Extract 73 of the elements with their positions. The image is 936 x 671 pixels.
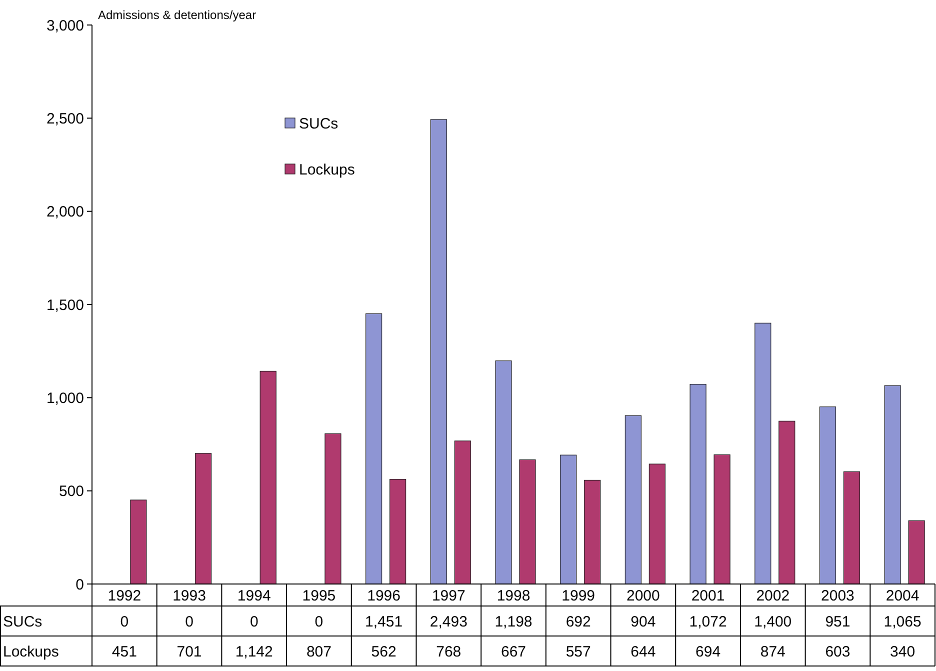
x-tick-label: 2000 [626, 587, 660, 604]
y-tick-label: 1,000 [46, 390, 84, 407]
data-label: 692 [566, 613, 591, 630]
y-axis-title: Admissions & detentions/year [98, 8, 256, 22]
bar [648, 464, 666, 584]
bar [260, 370, 276, 584]
bar [430, 119, 447, 584]
bar [560, 454, 577, 584]
x-tick-label: 2002 [756, 587, 790, 604]
x-tick-label: 2001 [691, 587, 725, 604]
data-label: 0 [314, 613, 324, 630]
data-label: 2,493 [430, 613, 468, 630]
bar [366, 313, 382, 584]
data-label: 807 [306, 643, 332, 660]
y-tick-label: 0 [76, 576, 84, 594]
data-label: 1,400 [754, 613, 792, 630]
bar [454, 440, 471, 584]
x-tick-label: 1992 [108, 587, 142, 604]
y-tick-label: 3,000 [46, 17, 84, 34]
data-label: 701 [176, 643, 202, 660]
legend-label: Lockups [299, 161, 355, 178]
bar [690, 384, 706, 584]
bar [519, 459, 536, 584]
data-label: 667 [500, 643, 526, 660]
x-tick-label: 2004 [886, 587, 920, 604]
data-label: 0 [185, 613, 194, 630]
bar [908, 520, 925, 584]
bar [495, 360, 512, 584]
data-label: 1,072 [689, 613, 727, 630]
data-label: 451 [112, 643, 137, 660]
text: Lockups [3, 643, 59, 660]
data-label: 557 [566, 643, 591, 660]
bar [714, 454, 730, 584]
bar [624, 415, 642, 584]
data-label: 768 [436, 643, 462, 660]
data-label: 1,451 [365, 613, 403, 630]
y-tick-label: 2,000 [46, 204, 84, 221]
data-label: 0 [250, 613, 258, 630]
bar [584, 480, 601, 584]
y-tick-label: 1,500 [46, 296, 84, 314]
data-label: 340 [890, 643, 916, 660]
x-tick-label: 1995 [302, 587, 336, 604]
bar [390, 478, 406, 584]
data-label: 1,198 [494, 613, 532, 630]
x-tick-label: 1997 [432, 587, 466, 604]
data-label: 644 [630, 643, 656, 660]
data-label: 904 [630, 613, 656, 630]
data-label: 694 [696, 643, 721, 660]
data-label: 0 [120, 613, 129, 630]
bar [778, 420, 796, 584]
x-tick-label: 1999 [562, 587, 596, 604]
data-label: 603 [825, 643, 850, 660]
bar [819, 406, 836, 584]
bar [130, 500, 147, 584]
bar [843, 471, 860, 584]
bar [194, 453, 212, 584]
bar [324, 433, 342, 584]
data-label: 1,142 [235, 643, 273, 660]
x-tick-label: 2003 [821, 587, 854, 604]
data-label: 874 [760, 643, 786, 660]
y-tick-label: 2,500 [46, 110, 84, 128]
data-label: 1,065 [884, 613, 922, 630]
x-tick-label: 1998 [496, 587, 530, 604]
x-tick-label: 1996 [367, 587, 400, 604]
data-label: 562 [371, 643, 396, 660]
y-tick-label: 500 [58, 483, 84, 500]
x-tick-label: 1993 [172, 587, 206, 604]
x-tick-label: 1994 [237, 587, 271, 604]
legend-label: SUCs [299, 115, 338, 132]
bar [754, 322, 772, 584]
bar [884, 385, 901, 584]
text: SUCs [3, 613, 42, 630]
data-label: 951 [825, 613, 850, 630]
